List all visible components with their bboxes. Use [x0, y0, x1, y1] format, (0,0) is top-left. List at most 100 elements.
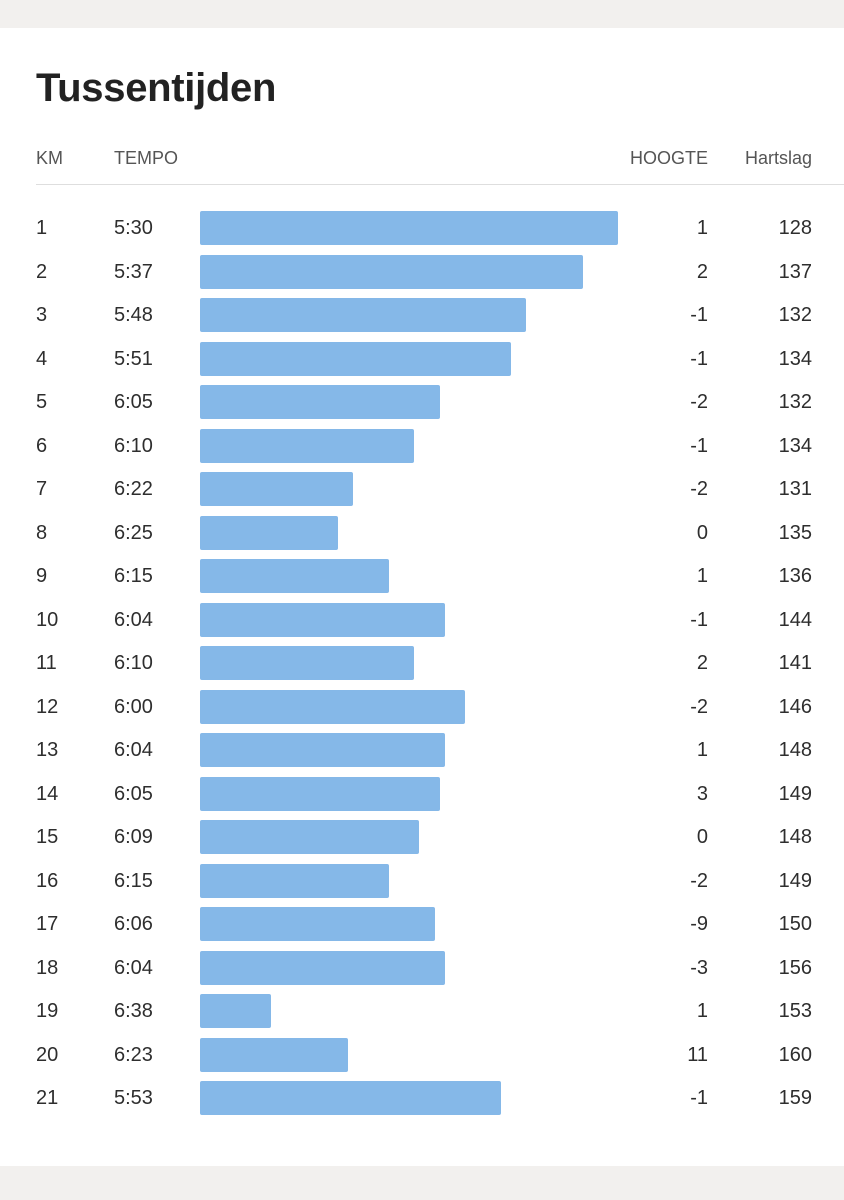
km-cell: 13 [36, 739, 59, 761]
hoogte-cell: 0 [696, 826, 708, 848]
pace-bar [200, 341, 512, 376]
km-cell: 8 [36, 521, 48, 544]
table-row: 6 6:10 -1 134 [0, 428, 844, 472]
tempo-cell: 6:04 [114, 608, 153, 631]
pace-bar [200, 994, 272, 1028]
hoogte-cell: -1 [690, 1087, 708, 1109]
km-cell: 1 [36, 217, 48, 239]
table-row: 9 6:15 1 136 [0, 558, 844, 602]
tempo-cell: 6:04 [114, 739, 153, 761]
table-row: 20 6:23 11 160 [0, 1037, 844, 1081]
tempo-cell: 5:51 [114, 347, 153, 370]
table-row: 17 6:06 -9 150 [0, 906, 844, 950]
splits-table: 1 5:30 1 128 2 5:37 2 137 3 5:48 -1 132 4 5:51 -1 134 5 6… [0, 210, 844, 1124]
pace-bar [200, 1037, 348, 1072]
hartslag-cell: 131 [778, 478, 812, 500]
pace-bar [200, 776, 440, 811]
hartslag-cell: 149 [778, 869, 812, 892]
pace-bar [200, 907, 435, 941]
tempo-cell: 6:22 [114, 478, 153, 500]
pace-bar [200, 254, 583, 289]
tempo-cell: 6:10 [114, 652, 153, 674]
tempo-cell: 5:48 [114, 304, 153, 326]
table-header: KM TEMPO HOOGTE Hartslag [0, 144, 844, 172]
table-row: 12 6:00 -2 146 [0, 689, 844, 733]
hartslag-cell: 135 [778, 521, 812, 544]
km-cell: 7 [36, 478, 48, 500]
pace-bar [200, 515, 338, 550]
header-hartslag: Hartslag [744, 148, 812, 168]
hoogte-cell: -1 [690, 434, 708, 457]
hartslag-cell: 136 [778, 565, 812, 587]
hartslag-cell: 150 [778, 913, 812, 935]
hartslag-cell: 146 [778, 695, 812, 718]
pace-bar [200, 428, 415, 463]
pace-bar [200, 863, 389, 898]
hoogte-cell: -3 [690, 956, 708, 979]
tempo-cell: 5:30 [114, 217, 153, 239]
tempo-cell: 6:04 [114, 956, 153, 979]
hoogte-cell: 2 [696, 260, 708, 283]
table-row: 3 5:48 -1 132 [0, 297, 844, 341]
hartslag-cell: 159 [778, 1087, 812, 1109]
km-cell: 17 [36, 913, 59, 935]
header-km: KM [36, 148, 63, 168]
header-divider [36, 184, 844, 185]
hartslag-cell: 137 [778, 260, 812, 283]
km-cell: 15 [36, 826, 59, 848]
km-cell: 2 [36, 260, 48, 283]
tempo-cell: 6:10 [114, 434, 153, 457]
km-cell: 10 [36, 608, 59, 631]
page-title: Tussentijden [36, 66, 277, 110]
km-cell: 20 [36, 1043, 59, 1066]
pace-bar [200, 689, 466, 724]
km-cell: 3 [36, 304, 48, 326]
tempo-cell: 6:23 [114, 1043, 153, 1066]
hartslag-cell: 132 [778, 304, 812, 326]
hartslag-cell: 134 [778, 434, 812, 457]
km-cell: 4 [36, 347, 48, 370]
hartslag-cell: 134 [778, 347, 812, 370]
hoogte-cell: -2 [690, 391, 708, 413]
pace-bar [200, 211, 619, 245]
pace-bar [200, 602, 445, 637]
hoogte-cell: -2 [690, 869, 708, 892]
table-row: 10 6:04 -1 144 [0, 602, 844, 646]
pace-bar [200, 298, 527, 332]
pace-bar [200, 820, 420, 854]
hoogte-cell: -1 [690, 347, 708, 370]
table-row: 1 5:30 1 128 [0, 210, 844, 254]
hartslag-cell: 153 [778, 1000, 812, 1022]
hartslag-cell: 141 [778, 652, 812, 674]
tempo-cell: 6:15 [114, 869, 153, 892]
table-row: 14 6:05 3 149 [0, 776, 844, 820]
pace-bar [200, 1081, 501, 1115]
hoogte-cell: -1 [690, 608, 708, 631]
header-hoogte: HOOGTE [629, 148, 708, 168]
table-row: 5 6:05 -2 132 [0, 384, 844, 428]
tempo-cell: 6:09 [114, 826, 153, 848]
table-row: 4 5:51 -1 134 [0, 341, 844, 385]
tempo-cell: 5:37 [114, 260, 153, 283]
tempo-cell: 6:15 [114, 565, 153, 587]
hoogte-cell: 0 [696, 521, 708, 544]
km-cell: 6 [36, 434, 48, 457]
tempo-cell: 5:53 [114, 1087, 153, 1109]
hoogte-cell: 1 [696, 739, 708, 761]
tempo-cell: 6:25 [114, 521, 153, 544]
tempo-cell: 6:05 [114, 782, 153, 805]
table-row: 13 6:04 1 148 [0, 732, 844, 776]
pace-bar [200, 559, 389, 593]
hoogte-cell: -2 [690, 695, 708, 718]
hoogte-cell: 11 [687, 1043, 708, 1066]
table-row: 11 6:10 2 141 [0, 645, 844, 689]
hartslag-cell: 156 [778, 956, 812, 979]
pace-bar [200, 472, 353, 506]
hoogte-cell: -1 [690, 304, 708, 326]
pace-bar [200, 646, 415, 680]
hoogte-cell: 2 [696, 652, 708, 674]
table-row: 21 5:53 -1 159 [0, 1080, 844, 1124]
km-cell: 11 [36, 652, 57, 674]
km-cell: 9 [36, 565, 48, 587]
hartslag-cell: 148 [778, 826, 812, 848]
